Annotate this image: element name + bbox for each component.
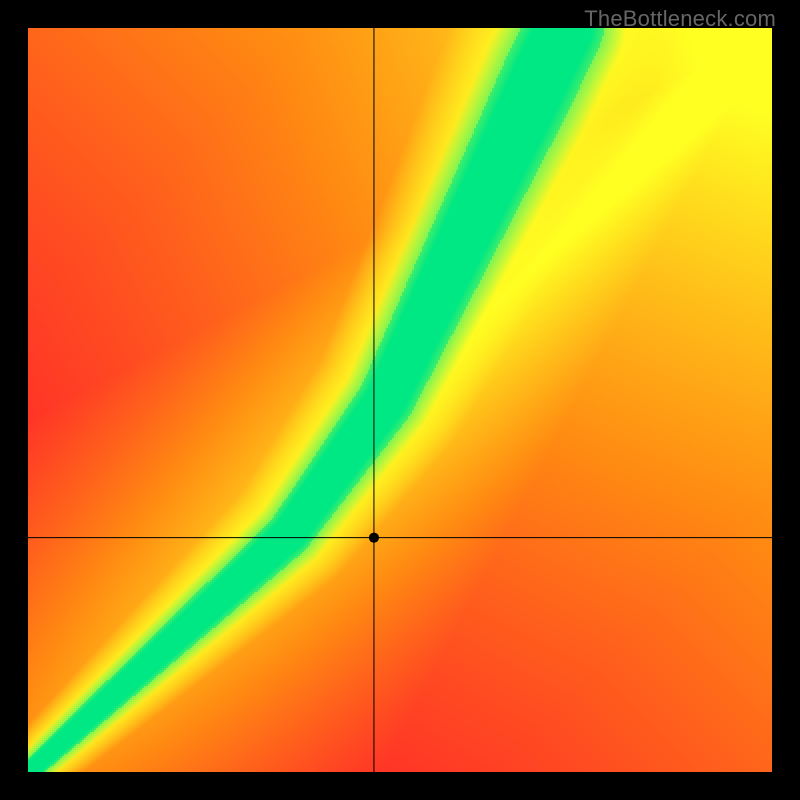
bottleneck-heatmap [0,0,800,800]
watermark-text: TheBottleneck.com [584,6,776,32]
